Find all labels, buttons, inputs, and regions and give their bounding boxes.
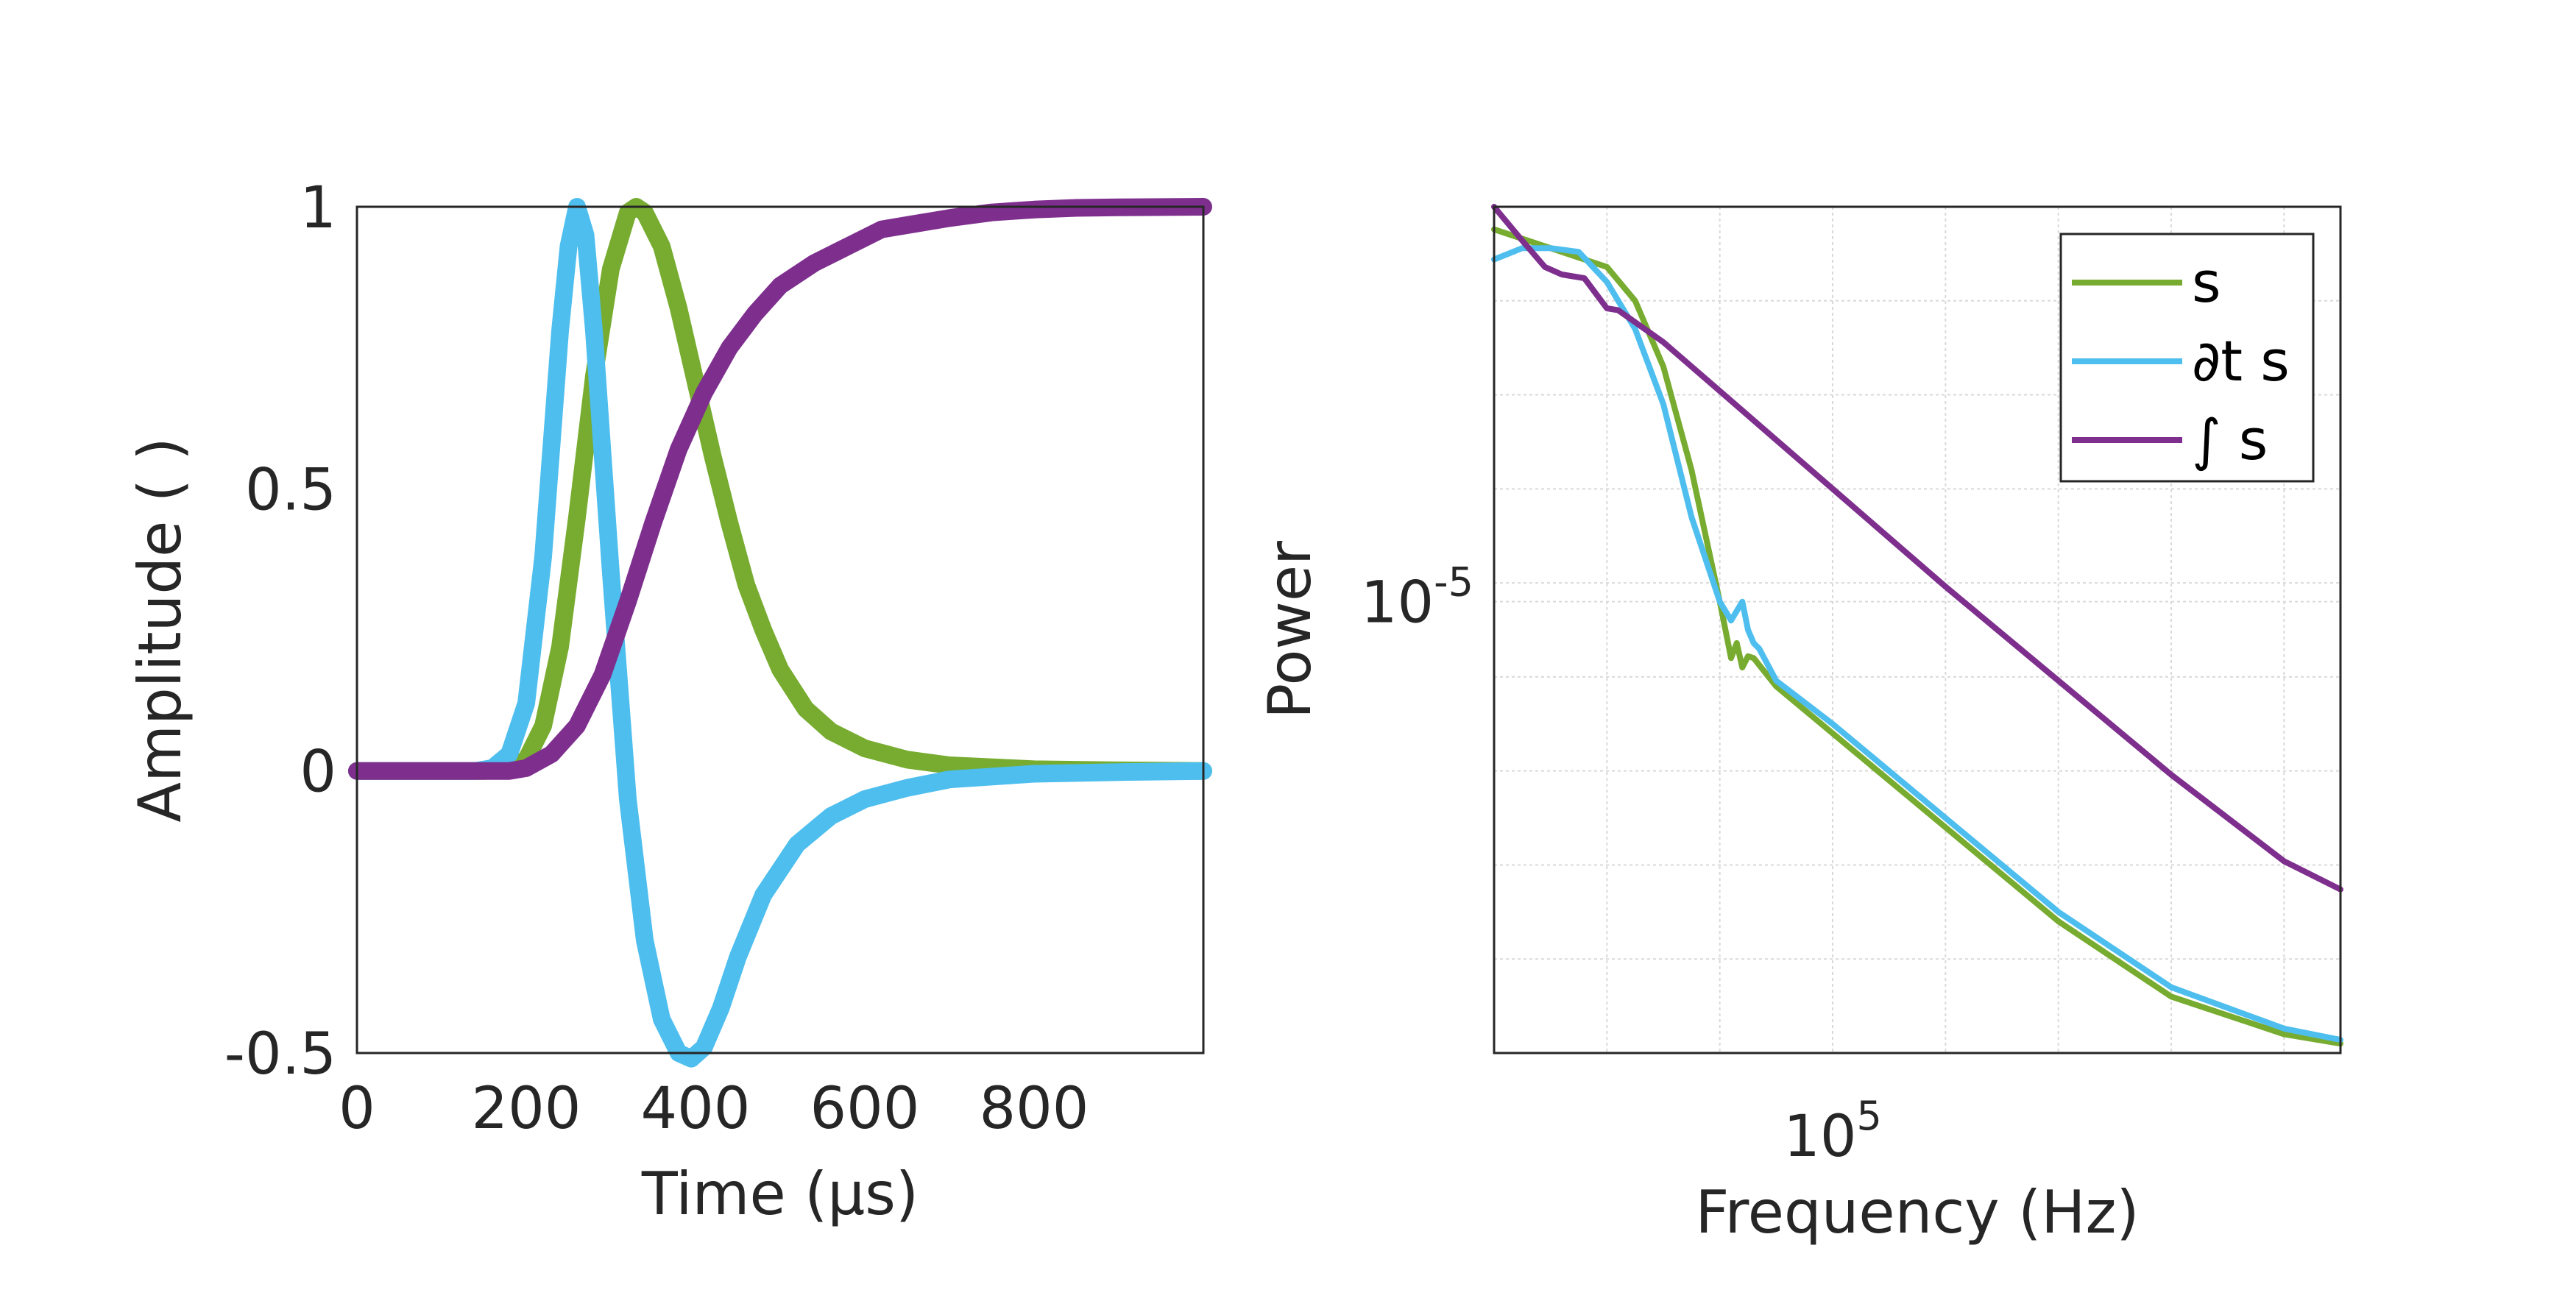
time-y-tick-label: 1 <box>300 175 336 241</box>
time-series-line-1 <box>348 198 1212 1068</box>
time-x-tick-labels: 0 200 400 600 800 <box>339 1076 1089 1142</box>
time-y-tick-label: -0.5 <box>224 1021 336 1088</box>
time-x-tick-label: 600 <box>810 1076 920 1142</box>
frequency-x-tick-labels: 105 <box>1783 1093 1882 1170</box>
legend-label-0: s <box>2192 249 2221 315</box>
legend: s ∂t s ∫ s <box>2059 233 2315 483</box>
time-series-line-2 <box>348 198 1212 780</box>
frequency-series-lines <box>1491 204 2343 1047</box>
frequency-x-axis-label: Frequency (Hz) <box>1695 1178 2139 1247</box>
time-domain-plot: 0 200 400 600 800 10.50-0.5 Time (µs) Amplit… <box>126 175 1212 1228</box>
frequency-y-tick-label: 10-5 <box>1361 559 1473 637</box>
time-y-tick-label: 0.5 <box>245 457 336 523</box>
time-x-tick-label: 800 <box>980 1076 1089 1142</box>
time-y-tick-labels: 1 0.5 0 -0.5 <box>224 175 336 1088</box>
legend-label-1: ∂t s <box>2192 328 2290 394</box>
time-x-tick-label: 400 <box>641 1076 751 1142</box>
time-series-line-0 <box>348 198 1212 780</box>
frequency-domain-plot: 105 10-5 Frequency (Hz) Power s ∂t s ∫ s <box>1256 204 2343 1247</box>
legend-label-2: ∫ s <box>2192 407 2268 472</box>
time-x-tick-label: 200 <box>472 1076 581 1142</box>
frequency-series-line-2 <box>1491 204 2343 893</box>
frequency-axes-box <box>1493 205 2342 1054</box>
frequency-series-line-0 <box>1491 226 2343 1047</box>
frequency-x-tick-label: 105 <box>1783 1093 1882 1170</box>
frequency-y-tick-labels: 10-5 <box>1361 559 1473 637</box>
time-axes-box <box>355 205 1205 1054</box>
frequency-y-axis-label: Power <box>1256 541 1324 719</box>
time-x-axis-label: Time (µs) <box>641 1160 919 1228</box>
time-x-tick-label: 0 <box>339 1076 375 1142</box>
time-y-axis-label: Amplitude ( ) <box>126 437 194 822</box>
time-y-tick-label: 0 <box>300 740 336 806</box>
time-series-lines <box>348 198 1212 1068</box>
frequency-series-line-1 <box>1491 245 2343 1043</box>
